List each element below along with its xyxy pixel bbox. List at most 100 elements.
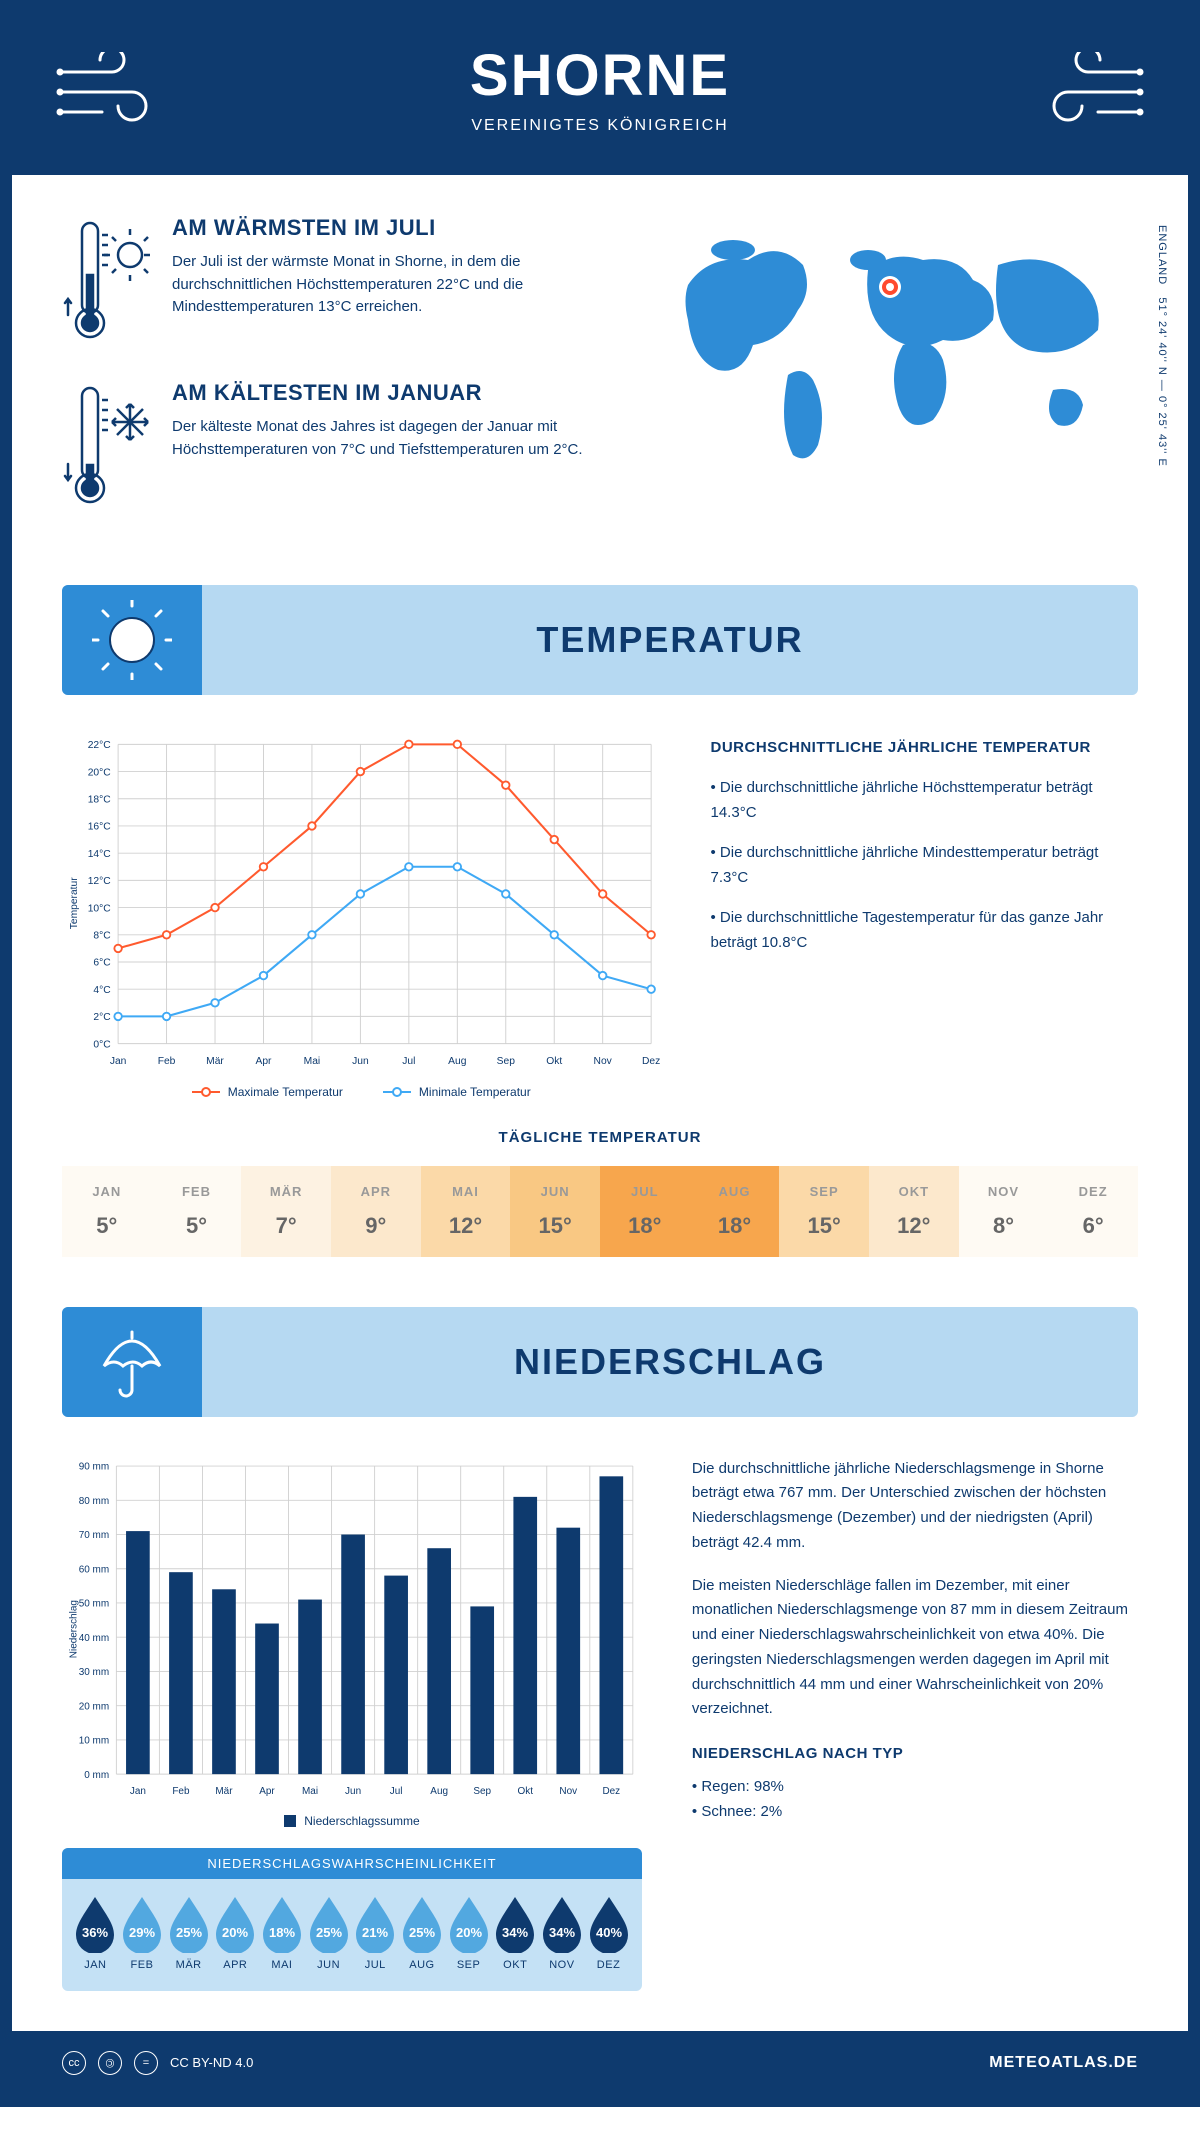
section-title: TEMPERATUR <box>202 619 1138 661</box>
probability-drop: 20% APR <box>212 1895 258 1971</box>
svg-text:10 mm: 10 mm <box>79 1735 109 1746</box>
svg-text:20 mm: 20 mm <box>79 1701 109 1712</box>
svg-text:20°C: 20°C <box>88 767 112 778</box>
svg-text:Niederschlag: Niederschlag <box>69 1600 80 1658</box>
probability-drop: 18% MAI <box>259 1895 305 1971</box>
warmest-text: Der Juli ist der wärmste Monat in Shorne… <box>172 251 638 319</box>
probability-drop: 40% DEZ <box>586 1895 632 1971</box>
probability-drop: 25% MÄR <box>166 1895 212 1971</box>
svg-text:16°C: 16°C <box>88 822 112 833</box>
warmest-fact: AM WÄRMSTEN IM JULI Der Juli ist der wär… <box>62 215 638 350</box>
svg-text:Aug: Aug <box>430 1786 448 1797</box>
probability-drop: 36% JAN <box>72 1895 118 1971</box>
wind-icon <box>52 52 162 132</box>
probability-drop: 25% AUG <box>399 1895 445 1971</box>
page-subtitle: VEREINIGTES KÖNIGREICH <box>12 117 1188 135</box>
coordinates: ENGLAND 51° 24' 40'' N — 0° 25' 43'' E <box>1156 225 1168 467</box>
svg-text:34%: 34% <box>549 1925 575 1940</box>
svg-text:Jun: Jun <box>345 1786 361 1797</box>
daily-temp-cell: DEZ6° <box>1048 1166 1138 1257</box>
svg-text:Jul: Jul <box>390 1786 403 1797</box>
daily-temp-cell: AUG18° <box>690 1166 780 1257</box>
precip-summary-text: Die durchschnittliche jährliche Niedersc… <box>692 1457 1138 1991</box>
daily-temp-cell: SEP15° <box>779 1166 869 1257</box>
svg-text:Feb: Feb <box>158 1056 176 1067</box>
daily-temp-table: JAN5°FEB5°MÄR7°APR9°MAI12°JUN15°JUL18°AU… <box>62 1166 1138 1257</box>
svg-text:8°C: 8°C <box>93 931 111 942</box>
svg-text:25%: 25% <box>409 1925 435 1940</box>
svg-text:Nov: Nov <box>559 1786 577 1797</box>
wind-icon <box>1038 52 1148 132</box>
svg-text:40%: 40% <box>596 1925 622 1940</box>
svg-text:Mai: Mai <box>302 1786 318 1797</box>
svg-text:Sep: Sep <box>497 1056 516 1067</box>
svg-text:20%: 20% <box>222 1925 248 1940</box>
by-icon: 🄯 <box>98 2051 122 2075</box>
svg-text:Apr: Apr <box>255 1056 272 1067</box>
svg-text:Jan: Jan <box>130 1786 146 1797</box>
svg-text:Apr: Apr <box>259 1786 275 1797</box>
cc-icon: cc <box>62 2051 86 2075</box>
site-name: METEOATLAS.DE <box>989 2054 1138 2072</box>
svg-text:Dez: Dez <box>602 1786 620 1797</box>
daily-temp-cell: MAI12° <box>421 1166 511 1257</box>
temp-summary-text: DURCHSCHNITTLICHE JÄHRLICHE TEMPERATUR •… <box>711 735 1139 1099</box>
svg-text:Aug: Aug <box>448 1056 467 1067</box>
svg-text:29%: 29% <box>129 1925 155 1940</box>
temperature-line-chart: 0°C2°C4°C6°C8°C10°C12°C14°C16°C18°C20°C2… <box>62 735 661 1072</box>
svg-text:50 mm: 50 mm <box>79 1598 109 1609</box>
header: SHORNE VEREINIGTES KÖNIGREICH <box>12 12 1188 175</box>
nd-icon: = <box>134 2051 158 2075</box>
svg-text:0°C: 0°C <box>93 1039 111 1050</box>
svg-text:Mär: Mär <box>206 1056 224 1067</box>
svg-text:Mai: Mai <box>304 1056 321 1067</box>
svg-text:60 mm: 60 mm <box>79 1564 109 1575</box>
warmest-title: AM WÄRMSTEN IM JULI <box>172 215 638 241</box>
svg-text:2°C: 2°C <box>93 1012 111 1023</box>
svg-text:18°C: 18°C <box>88 795 112 806</box>
daily-temp-cell: OKT12° <box>869 1166 959 1257</box>
section-header-precip: NIEDERSCHLAG <box>62 1307 1138 1417</box>
svg-text:25%: 25% <box>176 1925 202 1940</box>
svg-text:4°C: 4°C <box>93 985 111 996</box>
probability-drop: 25% JUN <box>306 1895 352 1971</box>
probability-drop: 29% FEB <box>119 1895 165 1971</box>
svg-text:Jul: Jul <box>402 1056 415 1067</box>
svg-text:25%: 25% <box>316 1925 342 1940</box>
svg-text:36%: 36% <box>82 1925 108 1940</box>
world-map <box>658 215 1138 475</box>
svg-text:70 mm: 70 mm <box>79 1530 109 1541</box>
svg-text:34%: 34% <box>502 1925 528 1940</box>
umbrella-icon <box>92 1322 172 1402</box>
svg-text:Temperatur: Temperatur <box>69 877 80 929</box>
svg-text:0 mm: 0 mm <box>84 1769 109 1780</box>
svg-text:22°C: 22°C <box>88 740 112 751</box>
svg-text:30 mm: 30 mm <box>79 1667 109 1678</box>
coldest-title: AM KÄLTESTEN IM JANUAR <box>172 380 638 406</box>
svg-text:Okt: Okt <box>546 1056 562 1067</box>
precipitation-bar-chart: 0 mm10 mm20 mm30 mm40 mm50 mm60 mm70 mm8… <box>62 1457 642 1801</box>
svg-text:Dez: Dez <box>642 1056 660 1067</box>
summary-row: AM WÄRMSTEN IM JULI Der Juli ist der wär… <box>62 215 1138 545</box>
svg-text:Sep: Sep <box>473 1786 491 1797</box>
svg-text:Nov: Nov <box>594 1056 613 1067</box>
probability-drop: 20% SEP <box>446 1895 492 1971</box>
daily-temp-cell: APR9° <box>331 1166 421 1257</box>
svg-text:12°C: 12°C <box>88 876 112 887</box>
probability-drop: 34% OKT <box>492 1895 538 1971</box>
probability-drop: 21% JUL <box>352 1895 398 1971</box>
daily-temp-cell: NOV8° <box>959 1166 1049 1257</box>
daily-temp-cell: JAN5° <box>62 1166 152 1257</box>
svg-text:40 mm: 40 mm <box>79 1632 109 1643</box>
svg-text:90 mm: 90 mm <box>79 1461 109 1472</box>
svg-text:Jan: Jan <box>110 1056 127 1067</box>
page-title: SHORNE <box>12 42 1188 109</box>
daily-temp-title: TÄGLICHE TEMPERATUR <box>62 1129 1138 1146</box>
sun-icon <box>92 600 172 680</box>
svg-text:20%: 20% <box>456 1925 482 1940</box>
coldest-text: Der kälteste Monat des Jahres ist dagege… <box>172 416 638 461</box>
daily-temp-cell: MÄR7° <box>241 1166 331 1257</box>
probability-drop: 34% NOV <box>539 1895 585 1971</box>
svg-text:Okt: Okt <box>517 1786 533 1797</box>
svg-text:14°C: 14°C <box>88 849 112 860</box>
